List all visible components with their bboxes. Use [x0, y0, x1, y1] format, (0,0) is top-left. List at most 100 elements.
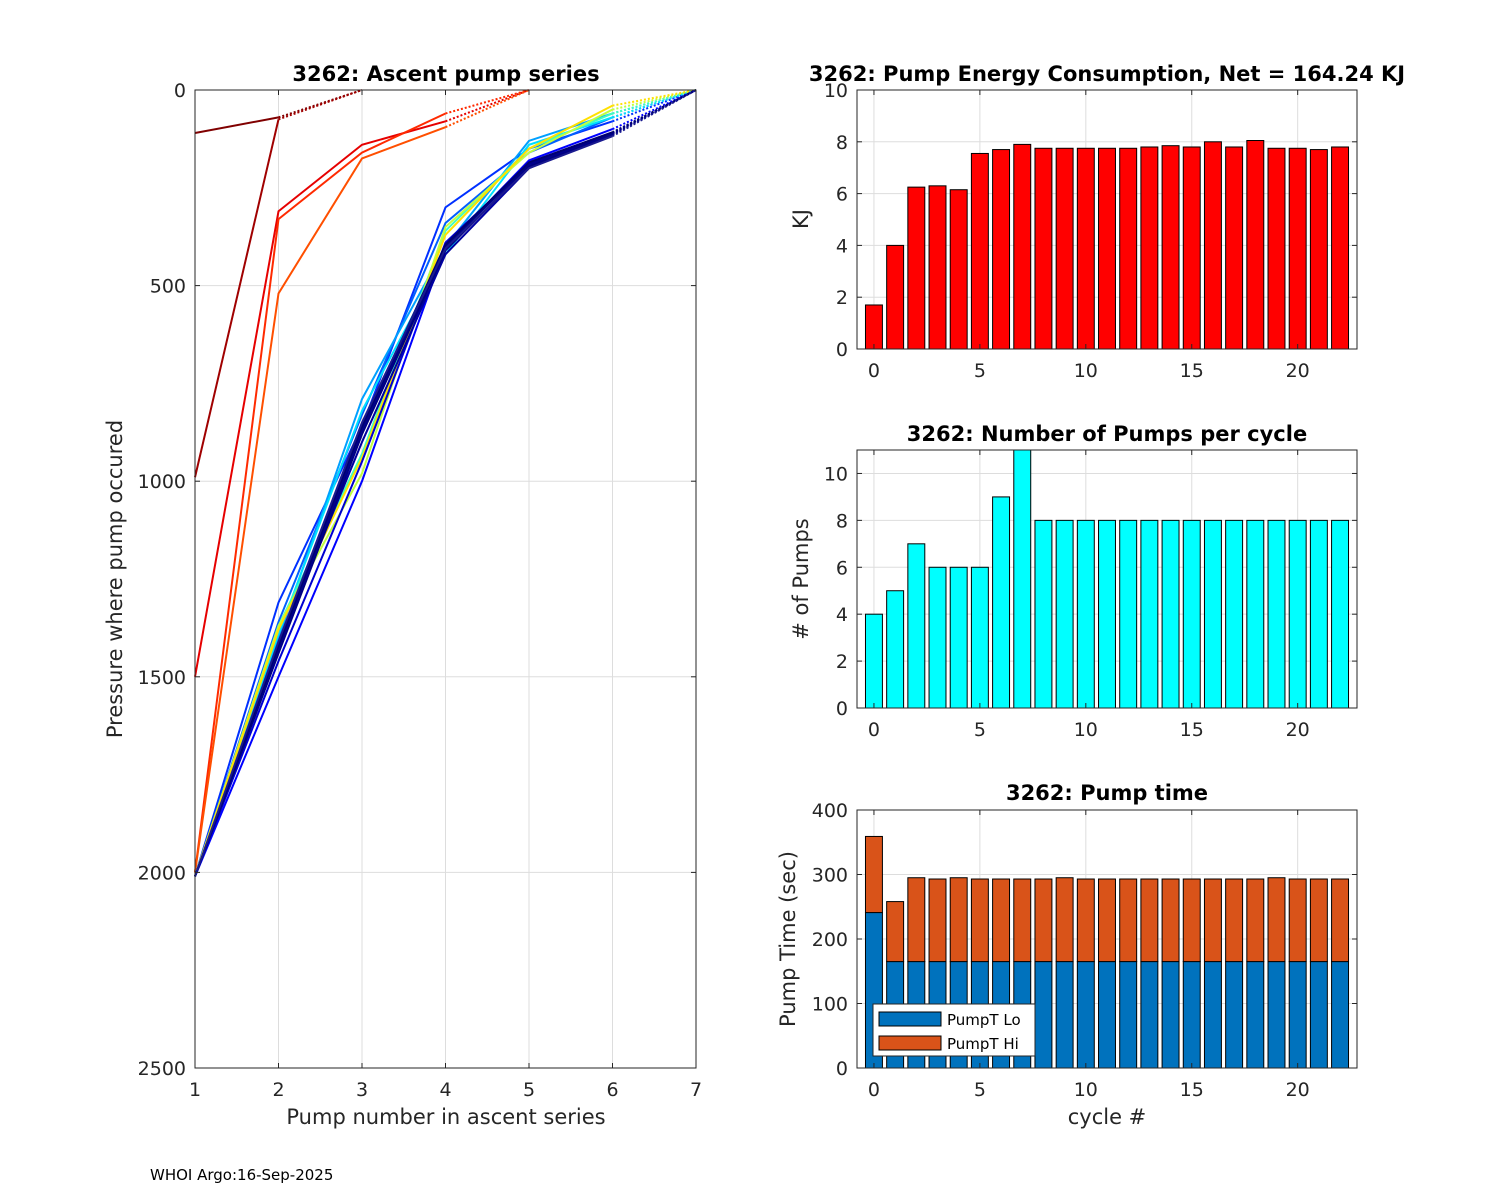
- bar-pumpt-lo: [1076, 961, 1095, 1069]
- bar: [1034, 147, 1053, 350]
- y-tick-label: 4: [836, 235, 848, 257]
- x-tick-label: 20: [1286, 719, 1310, 741]
- bar: [1076, 147, 1095, 350]
- bar-pumpt-hi: [1013, 878, 1032, 963]
- bar-pumpt-hi: [1309, 878, 1328, 963]
- x-tick-label: 3: [356, 1079, 368, 1101]
- bar: [1140, 146, 1159, 350]
- bar: [992, 496, 1011, 709]
- y-tick-label: 10: [824, 80, 848, 102]
- bar-pumpt-hi: [1246, 878, 1265, 963]
- series-dotted-12: [612, 89, 697, 131]
- bar: [1309, 149, 1328, 350]
- series-dotted-3: [445, 89, 530, 115]
- y-tick-label: 2: [836, 651, 848, 673]
- bar: [1119, 147, 1138, 350]
- series-dotted-2: [445, 89, 530, 123]
- axes: 0 5 10 15 20 0 2 4 6 8 10: [824, 80, 1358, 382]
- y-tick-label: 100: [812, 994, 848, 1016]
- bar: [1246, 519, 1265, 709]
- series-line-1: [194, 119, 280, 478]
- bar: [1225, 146, 1244, 350]
- bar-pumpt-hi: [1331, 878, 1350, 963]
- x-tick-label: 20: [1286, 1079, 1310, 1101]
- legend: PumpT Lo PumpT Hi: [872, 1003, 1036, 1057]
- series-line-16: [194, 132, 613, 877]
- y-tick-label: 1000: [138, 471, 186, 493]
- series-dotted-9: [612, 89, 697, 115]
- bar-pumpt-lo: [1098, 961, 1116, 1069]
- axes: 1 2 3 4 5 6 7 0 500 1000 1500 2000 2500: [138, 80, 702, 1101]
- pump-time-chart: 3262: Pump time cycle # Pump Time (sec) …: [776, 781, 1358, 1129]
- bar-pumpt-hi: [1098, 878, 1116, 963]
- bar: [1267, 147, 1286, 350]
- bar-pumpt-hi: [1225, 878, 1244, 963]
- y-axis-label: KJ: [789, 209, 813, 229]
- x-axis-label: cycle #: [1068, 1105, 1147, 1129]
- series-line-18: [194, 135, 613, 877]
- x-tick-label: 5: [974, 1079, 986, 1101]
- bar: [1331, 519, 1350, 709]
- series-dotted-17: [612, 89, 697, 134]
- series-line-6: [194, 116, 613, 877]
- x-tick-label: 10: [1074, 719, 1098, 741]
- x-tick-label: 0: [868, 1079, 880, 1101]
- y-tick-label: 0: [836, 698, 848, 720]
- chart-title: 3262: Pump time: [1006, 781, 1208, 805]
- bar-pumpt-hi: [1267, 877, 1286, 963]
- bar: [992, 149, 1011, 350]
- bar: [907, 186, 926, 350]
- y-tick-label: 0: [836, 339, 848, 361]
- y-tick-label: 10: [824, 463, 848, 485]
- y-tick-label: 2000: [138, 862, 186, 884]
- bar: [1246, 140, 1265, 350]
- y-tick-label: 6: [836, 184, 848, 206]
- bar: [1076, 519, 1095, 709]
- bar: [886, 244, 905, 350]
- x-tick-label: 10: [1074, 360, 1098, 382]
- data-marks: [864, 140, 1350, 350]
- bar-pumpt-hi: [1140, 878, 1159, 963]
- bar-pumpt-lo: [1309, 961, 1328, 1069]
- bar: [864, 304, 883, 350]
- bar: [1098, 519, 1116, 709]
- bar-pumpt-lo: [1119, 961, 1138, 1069]
- legend-label: PumpT Lo: [947, 1011, 1021, 1029]
- x-tick-label: 5: [974, 360, 986, 382]
- x-tick-label: 5: [523, 1079, 535, 1101]
- y-axis-label: # of Pumps: [789, 518, 813, 640]
- bar: [1013, 449, 1032, 709]
- bar: [1161, 145, 1180, 350]
- bar-pumpt-lo: [1267, 961, 1286, 1069]
- pumps-per-cycle-chart: 3262: Number of Pumps per cycle # of Pum…: [789, 422, 1358, 741]
- series-line-15: [194, 134, 613, 877]
- y-tick-label: 0: [174, 80, 186, 102]
- bar-pumpt-hi: [1161, 878, 1180, 963]
- footer-stamp: WHOI Argo:16-Sep-2025: [150, 1166, 334, 1184]
- bar-pumpt-hi: [992, 878, 1011, 963]
- y-tick-label: 2500: [138, 1058, 186, 1080]
- energy-consumption-chart: 3262: Pump Energy Consumption, Net = 164…: [789, 62, 1405, 382]
- bar: [1267, 519, 1286, 709]
- bar-pumpt-lo: [1331, 961, 1350, 1069]
- bar: [949, 189, 968, 350]
- x-tick-label: 6: [606, 1079, 618, 1101]
- bar: [1288, 147, 1307, 350]
- bar: [1098, 147, 1116, 350]
- bar-pumpt-hi: [864, 835, 883, 914]
- bar-pumpt-lo: [1140, 961, 1159, 1069]
- bar-pumpt-hi: [949, 877, 968, 963]
- bar: [1203, 141, 1222, 350]
- y-axis-label: Pressure where pump occured: [103, 420, 127, 738]
- axes-box: [856, 449, 1358, 709]
- bar: [1288, 519, 1307, 709]
- y-tick-label: 200: [812, 929, 848, 951]
- legend-swatch: [878, 1035, 942, 1051]
- bar-pumpt-lo: [1055, 961, 1074, 1069]
- series-line-12: [194, 128, 613, 877]
- x-tick-label: 20: [1286, 360, 1310, 382]
- bar-pumpt-lo: [1034, 961, 1053, 1069]
- ascent-pump-series-chart: 3262: Ascent pump series Pump number in …: [103, 62, 702, 1129]
- series-dotted-1: [278, 89, 363, 121]
- bar: [949, 566, 968, 709]
